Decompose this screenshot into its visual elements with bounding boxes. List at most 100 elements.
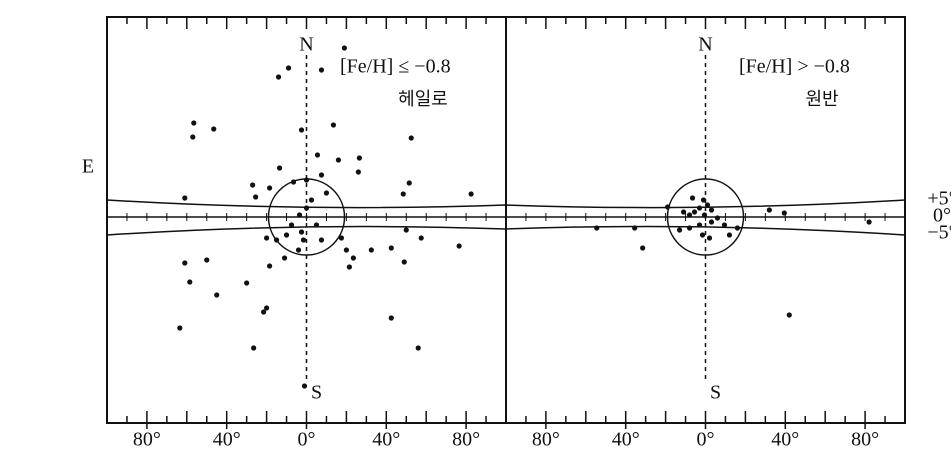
cluster-point [330,122,337,128]
cluster-point [343,247,349,253]
population-label: 헤일로 [398,89,448,110]
cluster-point [456,243,462,249]
metallicity-label: [Fe/H] ≤ −0.8 [340,56,451,78]
cluster-point [298,127,305,133]
cluster-point [721,222,728,228]
x-tick-label: 80° [532,429,560,451]
cluster-point [276,165,283,171]
cluster-point [250,182,256,188]
cluster-point [290,179,297,185]
cluster-point [313,222,320,228]
cluster-point [318,172,325,178]
cluster-point [318,67,325,73]
x-tick-label: 0° [697,429,715,451]
lat-label: 0° [933,205,951,227]
cluster-point [676,227,683,233]
cluster-point [338,235,345,241]
cluster-point [696,205,703,211]
cluster-point [253,194,259,200]
x-tick-label: 80° [452,429,480,451]
cluster-point [187,279,193,285]
cluster-point [177,325,183,331]
cluster-point [214,292,220,298]
north-label: N [299,34,313,56]
cluster-point [368,247,374,253]
population-label: 원반 [805,89,838,110]
cluster-point [314,152,321,158]
x-tick-label: 80° [133,429,161,451]
cluster-point [701,212,708,218]
cluster-point [266,185,273,191]
cluster-point [318,237,325,243]
cluster-point [300,237,307,243]
cluster-point [388,245,394,251]
cluster-point [190,134,196,140]
cluster-point [182,195,188,201]
cluster-point [251,345,257,351]
cluster-point [295,247,302,253]
cluster-point [211,126,217,132]
cluster-point [335,157,342,163]
x-tick-label: 0° [298,429,316,451]
x-tick-label: 40° [213,429,241,451]
cluster-point [303,205,310,211]
cluster-point [726,232,733,238]
cluster-point [781,210,787,216]
cluster-point [403,227,409,233]
cluster-point [296,212,303,218]
cluster-point [264,305,270,311]
cluster-point [401,259,407,265]
cluster-point [275,74,282,80]
cluster-point [400,191,406,197]
cluster-point [264,235,270,241]
cluster-point [708,219,715,225]
cluster-point [356,155,362,161]
cluster-point [388,315,394,321]
cluster-point [350,255,356,261]
north-label: N [698,34,712,56]
cluster-point [640,245,646,251]
cluster-point [696,222,703,228]
cluster-point [341,45,348,51]
cluster-point [281,255,288,261]
cluster-point [285,65,292,71]
cluster-point [866,219,872,225]
x-tick-label: 40° [612,429,640,451]
cluster-point [415,345,421,351]
south-label: S [710,382,721,404]
south-label: S [311,382,322,404]
cluster-point [594,225,600,231]
cluster-point [766,207,772,213]
lat-label: +5° [927,188,951,210]
cluster-point [708,207,715,213]
cluster-point [408,135,414,141]
cluster-point [468,191,474,197]
cluster-point [323,190,330,196]
cluster-point [418,235,424,241]
cluster-point [308,197,315,203]
cluster-point [686,225,693,231]
cluster-point [283,232,290,238]
lat-label: −5° [927,222,951,244]
cluster-point [244,280,250,286]
cluster-point [691,209,698,215]
metallicity-label: [Fe/H] > −0.8 [739,56,850,78]
cluster-point [699,232,706,238]
cluster-point [273,237,280,243]
cluster-point [261,309,267,315]
x-tick-label: 40° [372,429,400,451]
cluster-point [714,215,721,221]
cluster-point [288,222,295,228]
east-label: E [82,156,94,178]
cluster-point [406,180,412,186]
cluster-point [303,177,310,183]
cluster-point [632,225,638,231]
cluster-point [346,264,352,270]
cluster-point [298,229,305,235]
cluster-point [355,169,361,175]
zone-circle [666,178,745,256]
cluster-point [700,197,707,203]
cluster-point [182,260,188,266]
